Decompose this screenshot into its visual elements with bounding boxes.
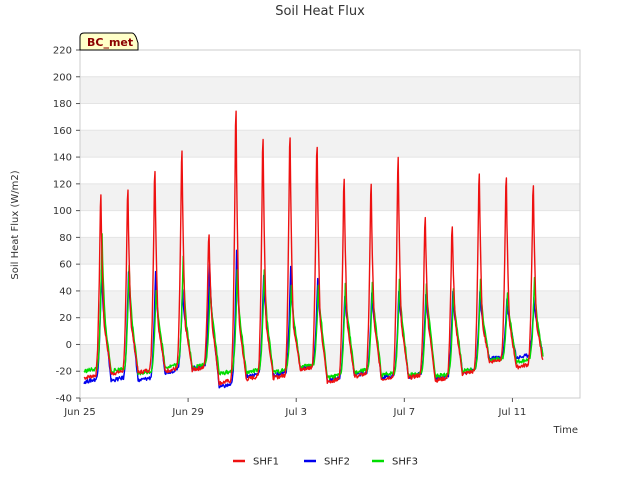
y-tick-label: 20 (59, 313, 72, 324)
y-tick-label: 80 (59, 233, 72, 244)
grid-band (80, 50, 580, 77)
x-axis-ticks: Jun 25 Jun 29 Jul 3 Jul 7 Jul 11 (63, 398, 526, 418)
x-tick-label: Jun 25 (63, 407, 96, 418)
legend-label-shf1: SHF1 (253, 457, 279, 468)
x-axis-title: Time (553, 425, 578, 436)
y-tick-label: 140 (53, 153, 72, 164)
y-tick-label: 60 (59, 260, 72, 271)
y-tick-label: -40 (56, 394, 72, 405)
legend: SHF1 SHF2 SHF3 (233, 457, 418, 468)
grid-band (80, 210, 580, 238)
x-tick-label: Jul 7 (393, 407, 416, 418)
grid-band (80, 76, 580, 104)
grid-band (80, 317, 580, 345)
y-tick-label: 200 (53, 72, 72, 83)
x-tick-label: Jun 29 (171, 407, 204, 418)
y-tick-label: 0 (66, 340, 72, 351)
series-line-shf1 (83, 110, 544, 386)
grid-band (80, 371, 580, 398)
chart-title: Soil Heat Flux (275, 4, 365, 19)
grid-band (80, 264, 580, 291)
grid-band (80, 157, 580, 184)
grid-band (80, 290, 580, 318)
grid-band (80, 130, 580, 158)
series-layer (83, 110, 544, 389)
y-tick-label: -20 (56, 367, 72, 378)
x-tick-label: Jul 11 (497, 407, 526, 418)
grid-band (80, 237, 580, 265)
plot-border (79, 49, 581, 399)
y-tick-label: 160 (53, 126, 72, 137)
grid-band (80, 183, 580, 211)
grid-bands (80, 50, 580, 398)
site-badge-label: BC_met (87, 36, 133, 49)
grid-band (80, 103, 580, 131)
legend-label-shf3: SHF3 (392, 457, 418, 468)
y-axis-title: Soil Heat Flux (W/m2) (10, 170, 21, 279)
y-tick-label: 120 (53, 179, 72, 190)
series-line-shf3 (83, 233, 544, 380)
y-axis-ticks: -40 -20 0 20 40 60 80 100 120 140 160 180 200 220 (53, 46, 80, 405)
y-tick-label: 100 (53, 206, 72, 217)
y-tick-label: 180 (53, 99, 72, 110)
legend-label-shf2: SHF2 (324, 457, 350, 468)
site-badge: BC_met (79, 32, 139, 51)
x-tick-label: Jul 3 (284, 407, 307, 418)
y-tick-label: 220 (53, 46, 72, 57)
y-tick-label: 40 (59, 286, 72, 297)
